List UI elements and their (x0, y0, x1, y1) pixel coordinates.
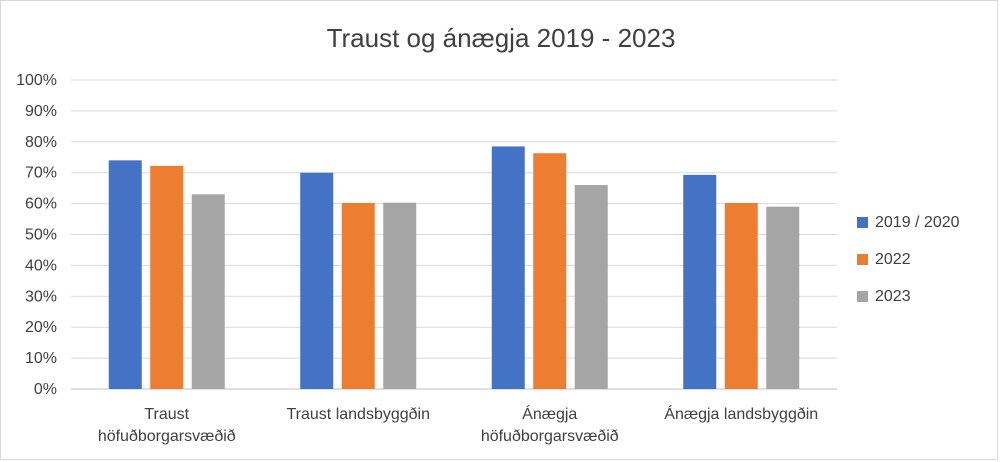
legend-swatch (857, 254, 868, 265)
bar (341, 202, 375, 389)
y-tick-label: 90% (25, 103, 57, 120)
x-axis-category-labels: Traust höfuðborgarsvæðið Traust landsbyggð… (98, 404, 818, 445)
x-category-label: Traust höfuðborgarsvæðið (98, 406, 236, 445)
y-tick-label: 60% (25, 196, 57, 213)
legend-label: 2019 / 2020 (875, 214, 960, 231)
y-tick-label: 80% (25, 134, 57, 151)
y-tick-label: 100% (16, 72, 57, 89)
bar (766, 206, 800, 389)
legend-label: 2022 (875, 251, 911, 268)
x-category-label: Ánægja höfuðborgarsvæðið (481, 404, 619, 445)
y-tick-label: 70% (25, 165, 57, 182)
y-axis-tick-labels: 0% 10% 20% 30% 40% 50% 60% 70% 80% 90% 100% (16, 72, 57, 398)
bar (150, 165, 184, 389)
bars (108, 146, 800, 389)
y-tick-label: 20% (25, 319, 57, 336)
bar (191, 194, 225, 389)
bar (724, 202, 758, 389)
bar (108, 160, 142, 389)
bar (533, 153, 567, 389)
bar (300, 172, 334, 389)
bar (383, 202, 417, 389)
y-tick-label: 40% (25, 257, 57, 274)
x-category-label: Traust landsbyggðin (287, 406, 431, 423)
bar (574, 185, 608, 389)
x-category-label: Ánægja landsbyggðin (664, 404, 818, 423)
y-tick-label: 50% (25, 227, 57, 244)
legend-swatch (857, 291, 868, 302)
y-tick-label: 0% (34, 381, 57, 398)
y-tick-label: 30% (25, 288, 57, 305)
bar (683, 174, 717, 389)
legend-swatch (857, 217, 868, 228)
legend-label: 2023 (875, 288, 911, 305)
legend: 2019 / 2020 2022 2023 (857, 214, 960, 305)
chart-title: Traust og ánægja 2019 - 2023 (327, 23, 676, 53)
y-tick-label: 10% (25, 350, 57, 367)
gridlines (71, 79, 837, 390)
bar (491, 146, 525, 389)
